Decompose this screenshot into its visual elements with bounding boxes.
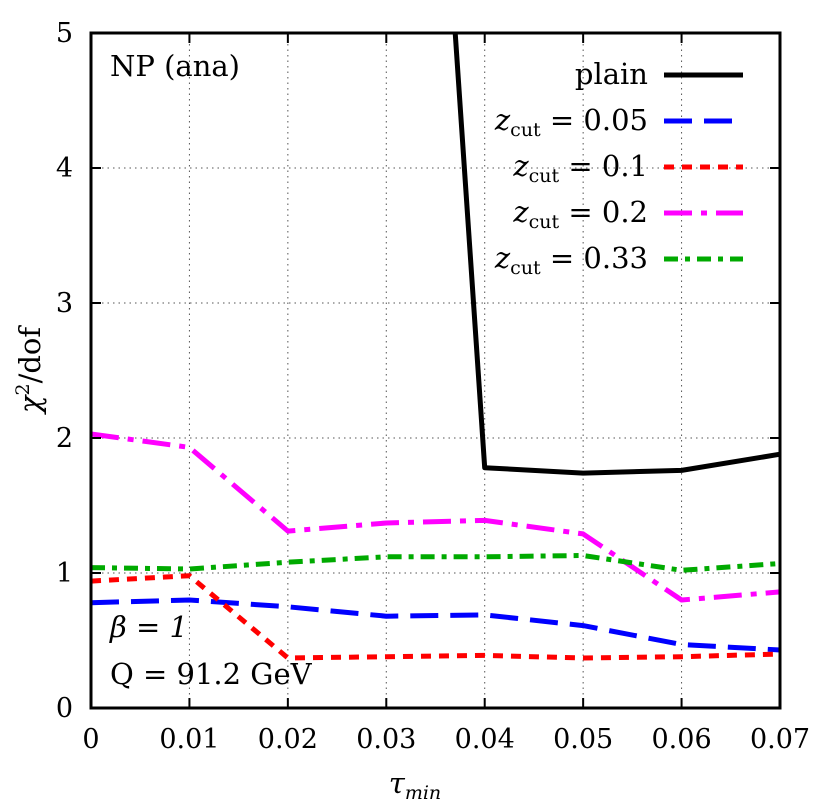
legend-label: zcut = 0.05	[494, 103, 648, 141]
x-axis-label: τmin	[389, 766, 441, 804]
legend-label: plain	[575, 57, 648, 91]
y-axis-label: χ2/dof	[12, 325, 47, 415]
y-tick-label: 0	[56, 693, 73, 724]
series-line	[452, 32, 781, 476]
annotation-np: NP (ana)	[110, 49, 240, 83]
series-line	[90, 597, 781, 653]
x-tick-label: 0.07	[750, 724, 810, 755]
x-tick-label: 0.02	[258, 724, 318, 755]
legend-label: zcut = 0.1	[512, 149, 648, 187]
y-tick-label: 2	[56, 423, 73, 454]
legend-label: zcut = 0.33	[494, 241, 648, 279]
legend: plain zcut = 0.05 zcut = 0.1 zcut = 0.2 zcut…	[494, 57, 743, 279]
plot-frame	[89, 31, 782, 710]
grid	[91, 33, 780, 708]
y-tick-label: 5	[56, 18, 73, 49]
annotation-q: Q = 91.2 GeV	[110, 657, 313, 691]
legend-label: zcut = 0.2	[512, 195, 648, 233]
series-line	[90, 553, 781, 573]
series-line	[90, 431, 781, 603]
y-tick-label: 4	[56, 153, 73, 184]
axis-ticks: 0 0.01 0.02 0.03 0.04 0.05 0.06 0.07 0 1 2 3 4 5	[56, 18, 810, 755]
series-lines	[90, 32, 781, 661]
x-tick-label: 0.04	[455, 724, 515, 755]
x-tick-label: 0.03	[356, 724, 416, 755]
annotation-beta: β = 1	[109, 610, 188, 644]
x-tick-label: 0.05	[553, 724, 613, 755]
x-tick-label: 0	[82, 724, 99, 755]
y-tick-label: 1	[56, 558, 73, 589]
x-tick-label: 0.06	[652, 724, 712, 755]
y-tick-label: 3	[56, 288, 73, 319]
x-tick-label: 0.01	[159, 724, 219, 755]
